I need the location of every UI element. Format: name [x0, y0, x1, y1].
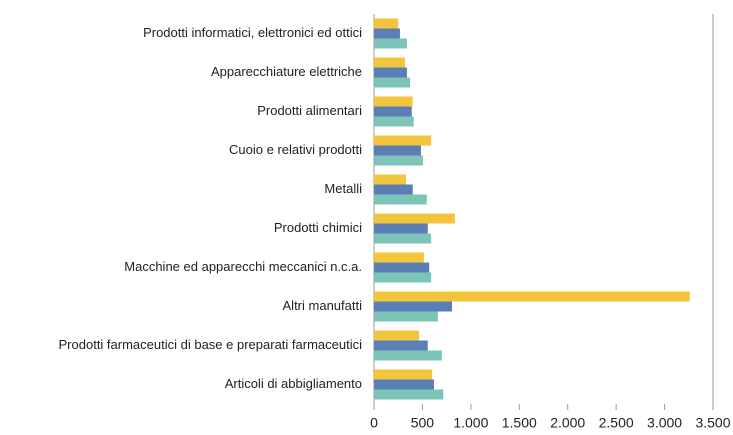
bar: [374, 301, 452, 312]
bar: [374, 272, 432, 283]
bar: [374, 18, 399, 29]
x-tick-label: 2.500: [599, 415, 634, 431]
bar: [374, 184, 413, 195]
y-tick-label: Altri manufatti: [283, 298, 363, 313]
bar: [374, 340, 428, 351]
bar: [374, 252, 424, 263]
y-tick-label: Prodotti chimici: [274, 220, 362, 235]
y-tick-label: Metalli: [324, 181, 362, 196]
bar: [374, 145, 421, 156]
x-tick-label: 3.000: [647, 415, 682, 431]
bar: [374, 223, 428, 234]
bar: [374, 194, 427, 205]
x-tick-label: 3.500: [695, 415, 730, 431]
y-tick-label: Macchine ed apparecchi meccanici n.c.a.: [124, 259, 362, 274]
x-tick-label: 1.500: [502, 415, 537, 431]
bar: [374, 38, 407, 49]
y-tick-label: Cuoio e relativi prodotti: [229, 142, 362, 157]
x-tick-label: 1.000: [453, 415, 488, 431]
y-tick-label: Apparecchiature elettriche: [211, 64, 362, 79]
y-tick-label: Articoli di abbigliamento: [225, 376, 362, 391]
y-tick-label: Prodotti farmaceutici di base e preparat…: [59, 337, 363, 352]
y-tick-label: Prodotti alimentari: [257, 103, 362, 118]
bar: [374, 57, 405, 68]
bar: [374, 330, 420, 341]
bar: [374, 311, 438, 322]
bar: [374, 213, 455, 224]
x-tick-label: 2.000: [550, 415, 585, 431]
bar: [374, 96, 413, 107]
x-tick-label: 500: [411, 415, 435, 431]
bar: [374, 291, 690, 302]
bar: [374, 350, 442, 361]
bar: [374, 233, 432, 244]
bar: [374, 379, 435, 390]
bar: [374, 116, 414, 127]
bar: [374, 28, 400, 39]
y-tick-label: Prodotti informatici, elettronici ed ott…: [143, 25, 362, 40]
x-tick-label: 0: [370, 415, 378, 431]
bar: [374, 135, 432, 146]
bar: [374, 106, 412, 117]
bar: [374, 77, 411, 88]
bar: [374, 67, 407, 78]
bar: [374, 369, 433, 380]
bar: [374, 155, 423, 166]
bar: [374, 174, 406, 185]
bar: [374, 262, 430, 273]
bar: [374, 389, 444, 400]
